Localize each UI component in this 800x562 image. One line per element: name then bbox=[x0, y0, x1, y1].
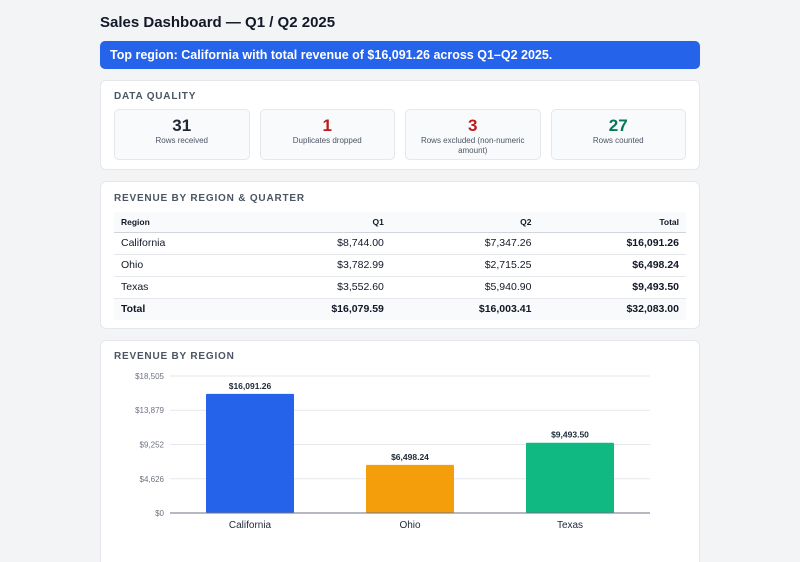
rows-received-tile: 31 Rows received bbox=[114, 109, 250, 160]
revenue-bar-chart: $0 $4,626 $9,252 $13,879 $18,505 $16,091.26 Ca… bbox=[135, 372, 650, 531]
region-cell: California bbox=[114, 232, 244, 255]
table-row: Ohio $3,782.99 $2,715.25 $6,498.24 bbox=[114, 254, 686, 277]
y-tick-label: $13,879 bbox=[135, 406, 164, 415]
revenue-table: Region Q1 Q2 Total California $8,744.00 … bbox=[114, 212, 686, 320]
tile-value: 3 bbox=[468, 116, 478, 135]
total-cell: $16,091.26 bbox=[538, 232, 686, 255]
table-total-row: Total $16,079.59 $16,003.41 $32,083.00 bbox=[114, 297, 686, 320]
y-tick-label: $0 bbox=[155, 509, 164, 518]
column-header-q1: Q1 bbox=[243, 212, 391, 233]
revenue-table-title: REVENUE BY REGION & QUARTER bbox=[114, 193, 305, 204]
data-quality-title: DATA QUALITY bbox=[114, 91, 197, 102]
x-category-label: Texas bbox=[557, 520, 583, 531]
tile-label: Duplicates dropped bbox=[292, 136, 362, 145]
q1-cell: $3,552.60 bbox=[243, 276, 391, 299]
x-category-label: Ohio bbox=[399, 520, 421, 531]
revenue-chart-card: REVENUE BY REGION $0 $4,626 $9,252 $13,879 $… bbox=[100, 340, 700, 562]
bar bbox=[366, 464, 454, 513]
tile-label: Rows counted bbox=[592, 136, 644, 145]
total-cell: $9,493.50 bbox=[538, 276, 686, 299]
tile-value: 1 bbox=[322, 116, 332, 135]
q1-total-cell: $16,079.59 bbox=[243, 297, 391, 320]
tile-label: Rows received bbox=[155, 136, 208, 145]
y-tick-label: $4,626 bbox=[140, 475, 165, 484]
column-header-total: Total bbox=[538, 212, 686, 233]
grand-total-cell: $32,083.00 bbox=[538, 297, 686, 320]
rows-excluded-tile: 3 Rows excluded (non-numeric amount) bbox=[405, 109, 541, 160]
total-cell: $6,498.24 bbox=[538, 254, 686, 277]
column-header-q2: Q2 bbox=[390, 212, 539, 233]
revenue-chart-title: REVENUE BY REGION bbox=[114, 351, 235, 362]
table-row: California $8,744.00 $7,347.26 $16,091.2… bbox=[114, 232, 686, 255]
tile-label: Rows excluded (non-numeric amount) bbox=[420, 136, 525, 155]
column-header-region: Region bbox=[114, 212, 244, 233]
bar-value-label: $16,091.26 bbox=[229, 381, 272, 391]
q1-cell: $8,744.00 bbox=[243, 232, 391, 255]
data-quality-card: DATA QUALITY 31 Rows received 1 Duplicat… bbox=[100, 80, 700, 170]
bar bbox=[526, 442, 614, 513]
table-header-row: Region Q1 Q2 Total bbox=[114, 212, 686, 233]
bar-value-label: $9,493.50 bbox=[551, 430, 589, 440]
x-category-label: California bbox=[229, 520, 272, 531]
top-region-banner: Top region: California with total revenu… bbox=[100, 41, 700, 69]
y-tick-label: $18,505 bbox=[135, 372, 164, 381]
tile-value: 31 bbox=[172, 116, 192, 135]
duplicates-dropped-tile: 1 Duplicates dropped bbox=[259, 109, 395, 160]
bar-value-label: $6,498.24 bbox=[391, 452, 429, 462]
q1-cell: $3,782.99 bbox=[243, 254, 391, 277]
rows-counted-tile: 27 Rows counted bbox=[550, 109, 686, 160]
q2-cell: $2,715.25 bbox=[390, 254, 539, 277]
page-title: Sales Dashboard — Q1 / Q2 2025 bbox=[100, 14, 336, 31]
bar bbox=[206, 393, 294, 513]
tile-value: 27 bbox=[608, 116, 628, 135]
table-row: Texas $3,552.60 $5,940.90 $9,493.50 bbox=[114, 276, 686, 299]
region-cell: Ohio bbox=[114, 254, 244, 277]
q2-total-cell: $16,003.41 bbox=[390, 297, 539, 320]
q2-cell: $5,940.90 bbox=[390, 276, 539, 299]
revenue-table-card: REVENUE BY REGION & QUARTER Region Q1 Q2… bbox=[100, 181, 700, 329]
q2-cell: $7,347.26 bbox=[390, 232, 539, 255]
y-tick-label: $9,252 bbox=[140, 441, 165, 450]
data-quality-tiles: 31 Rows received 1 Duplicates dropped 3 … bbox=[114, 109, 686, 160]
region-cell: Texas bbox=[114, 276, 244, 299]
total-label-cell: Total bbox=[114, 297, 244, 320]
